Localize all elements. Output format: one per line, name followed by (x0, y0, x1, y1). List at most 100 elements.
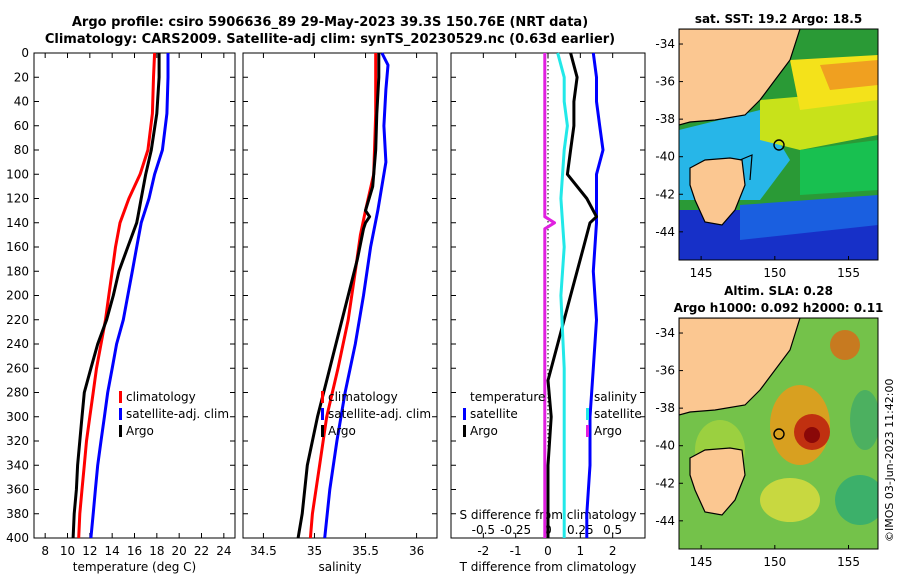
y-tick-label: 340 (6, 458, 29, 472)
legend-swatch (586, 425, 589, 437)
y-tick-label: 400 (6, 531, 29, 545)
x-axis-label: salinity (318, 560, 361, 574)
legend-entry: Argo (126, 424, 154, 438)
x-tick-label: -1 (510, 544, 522, 558)
map-y-tick-label: -38 (655, 112, 675, 126)
y-tick-label: 300 (6, 410, 29, 424)
series-argo (71, 53, 161, 539)
legend-swatch (463, 425, 466, 437)
y-tick-label: 220 (6, 313, 29, 327)
secondary-tick-label: -0.25 (500, 523, 531, 537)
legend-swatch (321, 408, 324, 420)
secondary-tick-label: 0.25 (567, 523, 594, 537)
map-y-tick-label: -38 (655, 401, 675, 415)
x-tick-label: 0 (544, 544, 552, 558)
map-y-tick-label: -40 (655, 150, 675, 164)
y-tick-label: 360 (6, 483, 29, 497)
sla-profile-marker (773, 428, 785, 440)
panel-frame (242, 52, 438, 539)
panel-salinity: 34.5 35 35.5 36 salinity climatology satellite… (242, 52, 438, 574)
y-tick-label: 380 (6, 507, 29, 521)
map-y-tick-label: -44 (655, 514, 675, 528)
x-tick-label: 36 (409, 544, 424, 558)
legend-swatch (321, 425, 324, 437)
map-y-tick-label: -44 (655, 225, 675, 239)
x-tick-label: 34.5 (250, 544, 277, 558)
x-tick-label: 24 (216, 544, 231, 558)
map-title-line1: Altim. SLA: 0.28 (724, 284, 833, 298)
y-tick-label: 140 (6, 216, 29, 230)
legend-title: temperature (470, 390, 545, 404)
legend-entry: Argo (594, 424, 622, 438)
map-x-tick-label: 145 (690, 555, 713, 569)
legend-entry: climatology (328, 390, 398, 404)
y-tick-label: 240 (6, 337, 29, 351)
series-temperature-satellite (585, 52, 605, 538)
series-satellite-adj-clim (323, 52, 390, 539)
credit-text: ©IMOS 03-Jun-2023 11:42:00 (883, 378, 896, 542)
chart-title-line1: Argo profile: csiro 5906636_89 29-May-20… (71, 15, 589, 30)
x-tick-label: 2 (609, 544, 617, 558)
map-title: sat. SST: 19.2 Argo: 18.5 (695, 12, 862, 26)
x-axis-label: T difference from climatology (459, 560, 637, 574)
map-y-tick-label: -34 (655, 326, 675, 340)
legend-entry: Argo (328, 424, 356, 438)
y-tick-label: 0 (21, 46, 29, 60)
x-tick-label: 22 (194, 544, 209, 558)
map-axes-sla_map: Altim. SLA: 0.28 Argo h1000: 0.092 h2000:… (655, 284, 883, 569)
map-y-tick-label: -42 (655, 476, 675, 490)
map-y-tick-label: -40 (655, 439, 675, 453)
y-tick-label: 180 (6, 264, 29, 278)
map-y-tick-label: -42 (655, 187, 675, 201)
series-argo (296, 53, 381, 539)
y-tick-label: 280 (6, 386, 29, 400)
y-tick-label: 200 (6, 289, 29, 303)
series-salinity-argo (543, 53, 556, 538)
series-salinity-satellite (556, 52, 569, 538)
y-tick-label: 260 (6, 361, 29, 375)
map-x-tick-label: 155 (837, 266, 860, 280)
y-tick-label: 320 (6, 434, 29, 448)
panel-frame (33, 52, 236, 539)
legend-swatch (463, 408, 466, 420)
map-x-tick-label: 150 (763, 266, 786, 280)
legend-entry: climatology (126, 390, 196, 404)
chart-title-line2: Climatology: CARS2009. Satellite-adj cli… (44, 32, 616, 47)
y-tick-label: 40 (14, 95, 29, 109)
map-x-tick-label: 145 (690, 266, 713, 280)
legend-entry: satellite-adj. clim (328, 407, 431, 421)
legend-entry: satellite (470, 407, 518, 421)
x-tick-label: 14 (105, 544, 120, 558)
x-tick-label: 10 (60, 544, 75, 558)
map-y-tick-label: -36 (655, 364, 675, 378)
map-title-line2: Argo h1000: 0.092 h2000: 0.11 (674, 301, 884, 315)
series-temperature-argo (546, 52, 598, 538)
legend-entry: satellite (594, 407, 642, 421)
x-tick-label: 35 (307, 544, 322, 558)
sla-map (679, 318, 878, 549)
y-tick-label: 100 (6, 167, 29, 181)
legend-swatch (321, 391, 324, 403)
panel-temperature: 8 10 12 14 16 18 20 22 2402040608010012014016018… (6, 46, 236, 574)
legend-title: salinity (594, 390, 637, 404)
legend-entry: Argo (470, 424, 498, 438)
y-tick-label: 160 (6, 240, 29, 254)
secondary-tick-label: 0.5 (603, 523, 622, 537)
x-tick-label: 12 (82, 544, 97, 558)
sst-profile-marker (773, 139, 785, 151)
map-y-tick-label: -34 (655, 37, 675, 51)
y-tick-label: 20 (14, 70, 29, 84)
legend-swatch (119, 391, 122, 403)
secondary-tick-label: -0.5 (472, 523, 495, 537)
x-tick-label: 1 (577, 544, 585, 558)
map-axes-sst_map: sat. SST: 19.2 Argo: 18.5 145 150 155 -34 -36… (655, 12, 862, 280)
x-tick-label: -2 (477, 544, 489, 558)
map-x-tick-label: 155 (837, 555, 860, 569)
x-tick-label: 35.5 (352, 544, 379, 558)
sst-map (679, 29, 878, 260)
legend-swatch (586, 408, 589, 420)
series-climatology (77, 52, 157, 539)
map-y-tick-label: -36 (655, 75, 675, 89)
